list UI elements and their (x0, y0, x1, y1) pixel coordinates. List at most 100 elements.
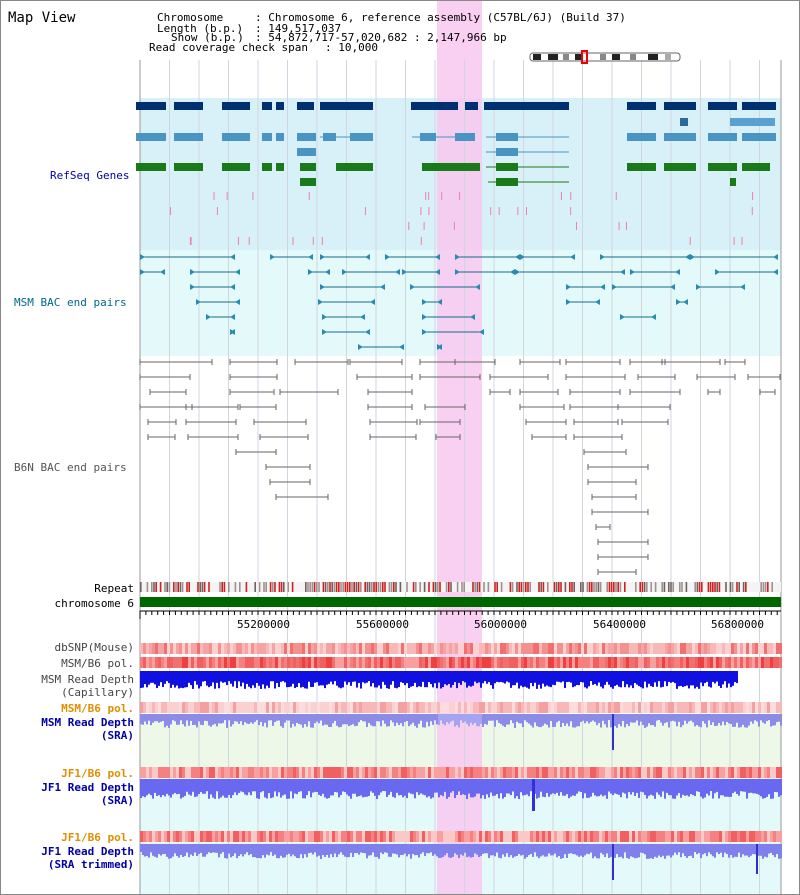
msm-b6-pol-strip (350, 657, 353, 668)
dbsnp-strip (362, 643, 365, 654)
repeat-element (635, 582, 637, 592)
msm-cap-depth-bar (222, 671, 224, 683)
msm-cap-depth-bar (170, 671, 172, 688)
jf1-sra-depth-bar (202, 779, 204, 794)
msm-b6-pol-sra-strip (584, 702, 587, 713)
msm-b6-pol-strip (677, 657, 680, 668)
jf1-trim-depth-bar (590, 844, 592, 853)
jf1-b6-pol-trim-strip (719, 831, 722, 842)
dbsnp-strip (323, 643, 326, 654)
jf1-b6-pol-strip (365, 767, 368, 778)
repeat-element (461, 582, 463, 592)
jf1-trim-depth-bar (312, 844, 314, 855)
jf1-b6-pol-trim-strip (389, 831, 392, 842)
repeat-element (516, 582, 518, 592)
msm-cap-depth-bar (638, 671, 640, 687)
jf1-b6-pol-trim-strip (677, 831, 680, 842)
msm-b6-pol-strip (398, 657, 401, 668)
msm-b6-pol-strip (290, 657, 293, 668)
jf1-b6-pol-trim-strip (755, 831, 758, 842)
jf1-sra-depth-bar (690, 779, 692, 795)
msm-sra-depth-bar (642, 714, 644, 726)
msm-b6-pol-strip (272, 657, 275, 668)
jf1-trim-depth-bar (564, 844, 566, 855)
jf1-b6-pol-trim-strip (176, 831, 179, 842)
msm-cap-depth-bar (446, 671, 448, 686)
jf1-sra-depth-bar (262, 779, 264, 792)
msm-b6-pol-sra-strip (344, 702, 347, 713)
coverage-value: : 10,000 (325, 41, 378, 54)
dbsnp-strip (518, 643, 521, 654)
msm-sra-depth-bar (682, 714, 684, 726)
jf1-sra-depth-bar (304, 779, 306, 799)
jf1-sra-depth-bar (772, 779, 774, 799)
jf1-trim-depth-bar (594, 844, 596, 857)
msm-b6-pol-strip (392, 657, 395, 668)
jf1-trim-depth-bar (362, 844, 364, 853)
jf1-trim-depth-bar (356, 844, 358, 854)
repeat-element (203, 582, 206, 592)
jf1-b6-pol-trim-strip (482, 831, 485, 842)
jf1-trim-depth-bar (332, 844, 334, 858)
jf1-trim-depth-bar (158, 844, 160, 855)
jf1-sra-depth-bar (314, 779, 316, 792)
refseq-gene-exon (708, 102, 737, 110)
jf1-trim-depth-bar (738, 844, 740, 853)
jf1-trim-depth-bar (478, 844, 480, 858)
jf1-sra-depth-bar (412, 779, 414, 795)
jf1-sra-depth-bar (646, 779, 648, 799)
repeat-element (661, 582, 663, 592)
dbsnp-strip (365, 643, 368, 654)
msm-b6-pol-strip (146, 657, 149, 668)
msm-cap-depth-bar (306, 671, 308, 689)
msm-b6-pol-strip (749, 657, 752, 668)
msm-sra-depth-bar (690, 714, 692, 721)
jf1-sra-depth-bar (644, 779, 646, 795)
msm-bac-label: MSM BAC end pairs (14, 296, 127, 309)
jf1-trim-depth-bar (262, 844, 264, 856)
msm-sra-depth-bar (206, 714, 208, 722)
jf1-b6-pol-trim-strip (656, 831, 659, 842)
jf1-trim-depth-bar (654, 844, 656, 857)
jf1-sra-depth-bar (688, 779, 690, 797)
jf1-sra-depth-bar (270, 779, 272, 799)
chromosome-label: chromosome 6 (54, 597, 134, 610)
jf1-sra-depth-bar (776, 779, 778, 793)
jf1-sra-depth-bar (746, 779, 748, 799)
jf1-b6-pol-strip (611, 767, 614, 778)
jf1-b6-pol-trim-strip (179, 831, 182, 842)
msm-bac-end (437, 299, 442, 305)
jf1-b6-pol-strip (251, 767, 254, 778)
msm-b6-pol-sra-strip (425, 702, 428, 713)
jf1-trim-depth-bar (184, 844, 186, 856)
jf1-trim-depth-bar (448, 844, 450, 858)
dbsnp-strip (164, 643, 167, 654)
jf1-sra-depth-bar (322, 779, 324, 794)
axis-tick-label: 55600000 (356, 618, 409, 631)
msm-b6-pol-strip (149, 657, 152, 668)
jf1-b6-pol-strip (143, 767, 146, 778)
msm-b6-pol-strip (632, 657, 635, 668)
jf1-b6-pol-trim-strip (353, 831, 356, 842)
msm-cap-depth-bar (336, 671, 338, 686)
msm-sra-depth-bar (218, 714, 220, 724)
jf1-trim-depth-bar (762, 844, 764, 859)
jf1-b6-pol-strip (599, 767, 602, 778)
dbsnp-strip (392, 643, 395, 654)
msm-sra-depth-bar (626, 714, 628, 725)
jf1-b6-pol-strip (374, 767, 377, 778)
jf1-b6-pol-strip (389, 767, 392, 778)
msm-b6-pol-sra-strip (593, 702, 596, 713)
jf1-sra-depth-bar (480, 779, 482, 799)
jf1-b6-pol-trim-strip (578, 831, 581, 842)
msm-b6-pol-strip (365, 657, 368, 668)
jf1-sra-depth-bar (226, 779, 228, 798)
jf1-sra-depth-bar (678, 779, 680, 794)
jf1-trim-depth-bar (746, 844, 748, 856)
msm-cap-depth-bar (378, 671, 380, 686)
jf1-b6-pol-trim-strip (392, 831, 395, 842)
jf1-b6-pol-trim-strip (770, 831, 773, 842)
msm-b6-pol-sra-strip (614, 702, 617, 713)
msm-b6-pol-sra-strip (440, 702, 443, 713)
